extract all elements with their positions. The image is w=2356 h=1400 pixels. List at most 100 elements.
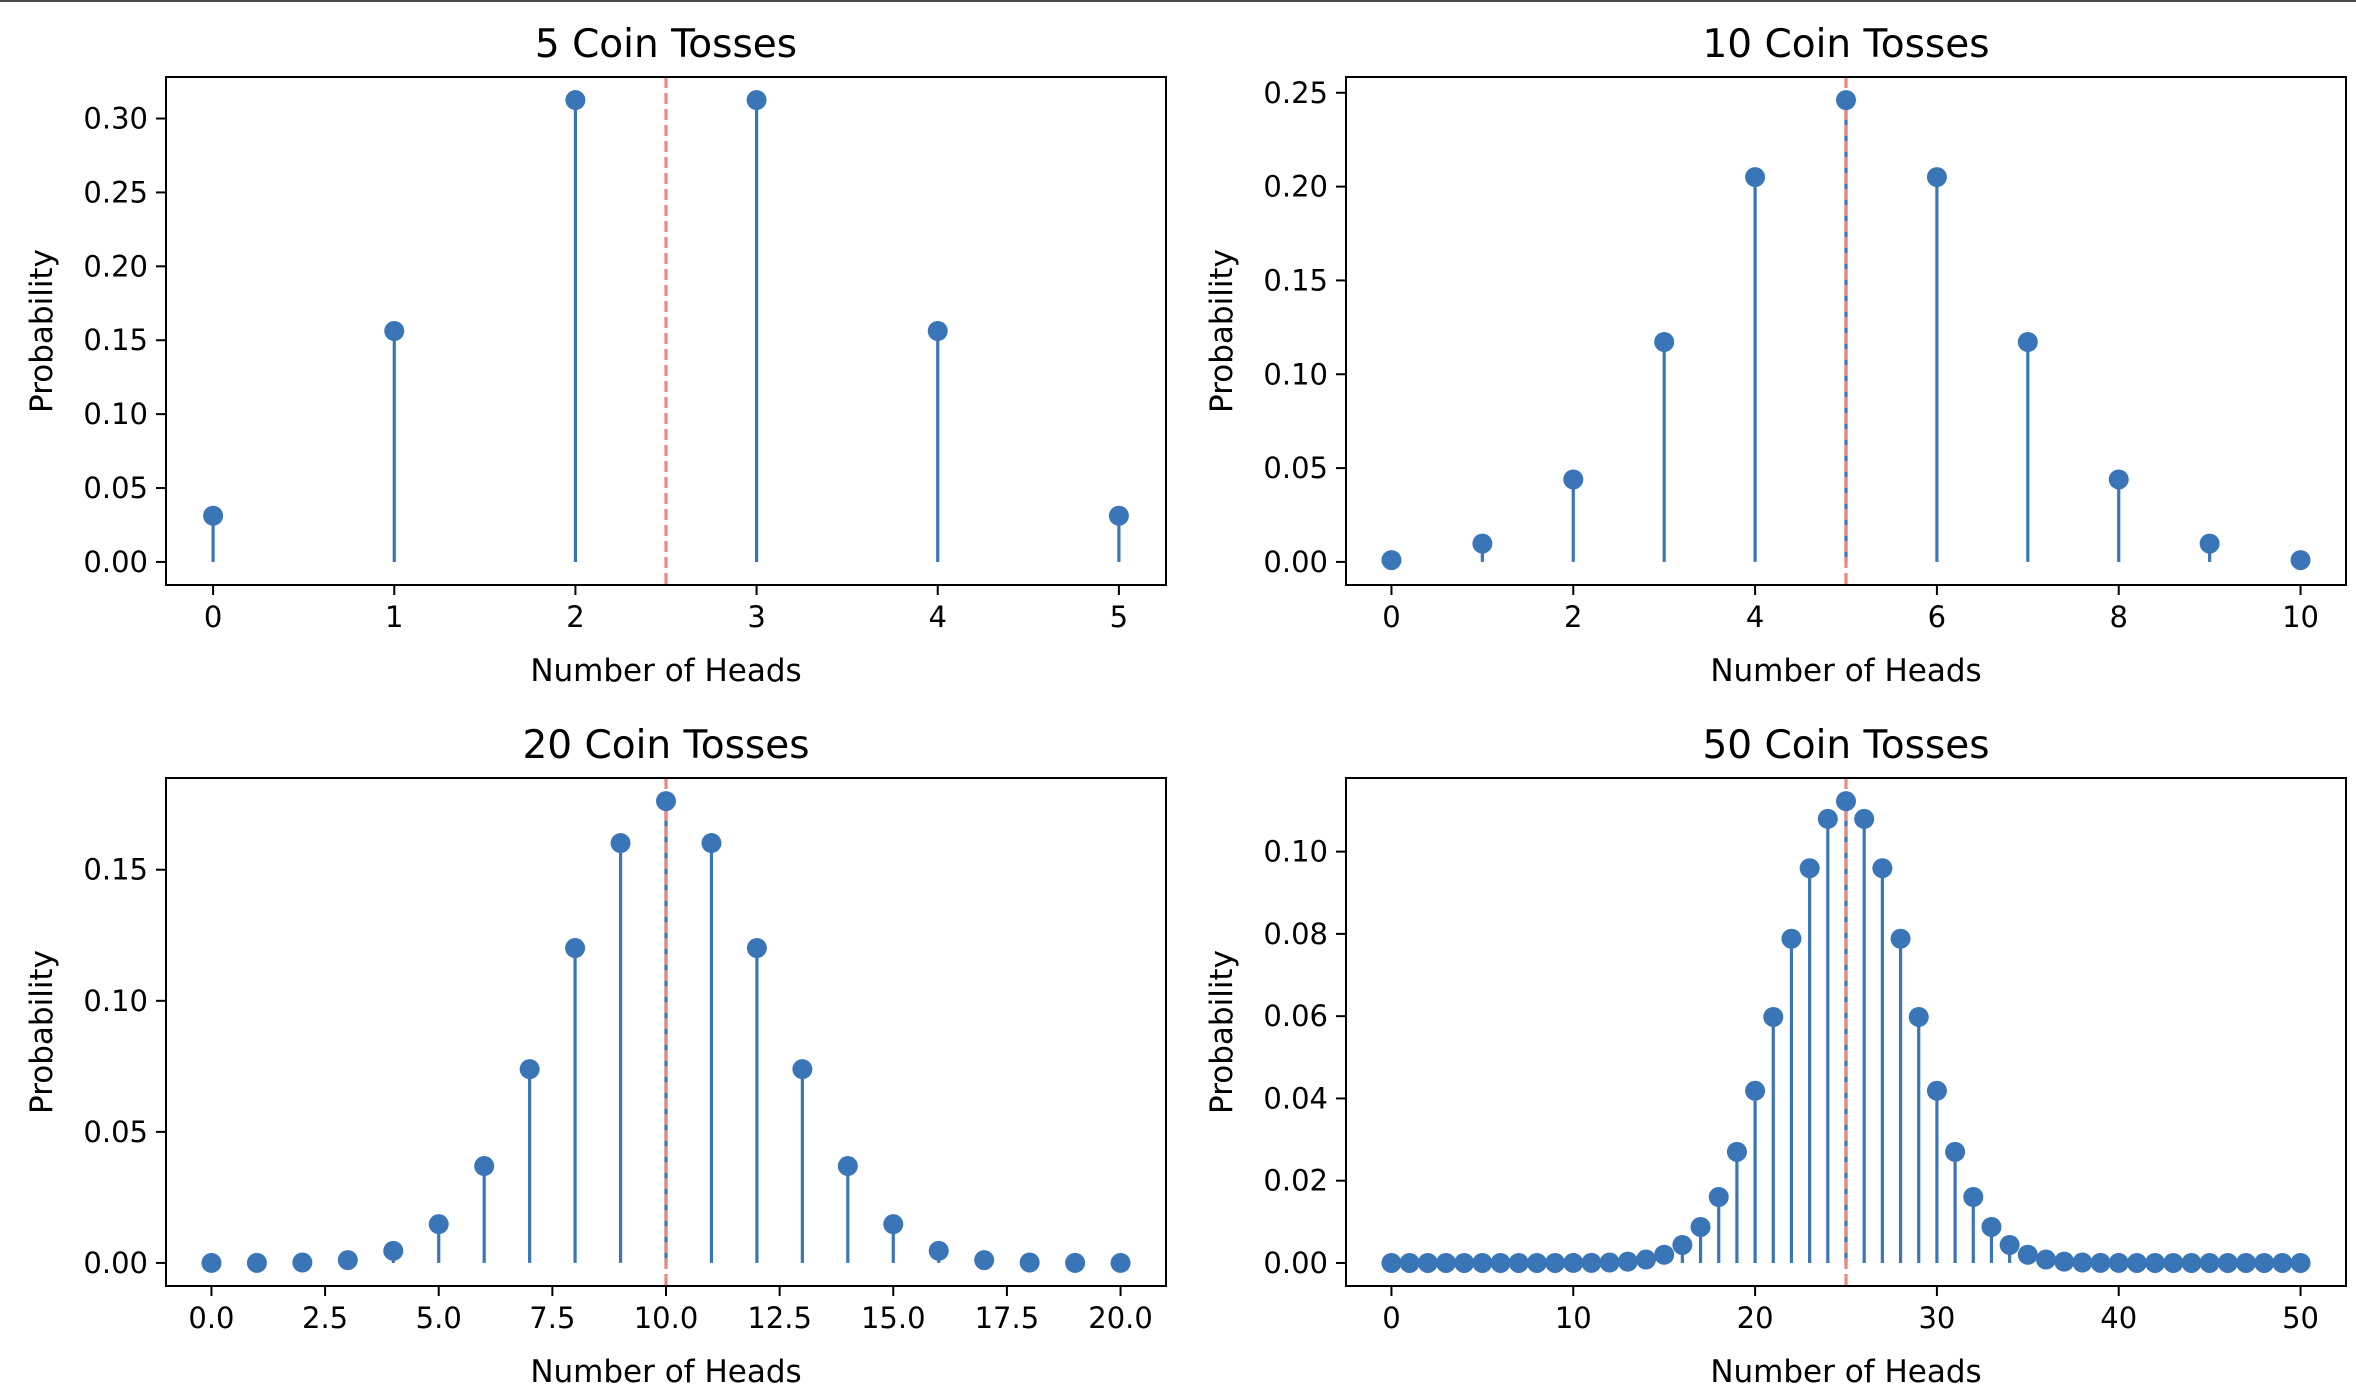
x-axis-label: Number of Heads <box>1710 653 1981 689</box>
stem-marker <box>1690 1216 1711 1237</box>
y-axis-label: Probability <box>24 249 60 413</box>
stem-marker <box>474 1156 495 1177</box>
stem-marker <box>837 1156 858 1177</box>
x-axis-label: Number of Heads <box>530 1354 801 1390</box>
stem-marker <box>1110 1252 1131 1273</box>
stem-marker <box>1745 167 1766 188</box>
x-tick-label: 10 <box>1555 1301 1592 1335</box>
stem-marker <box>974 1250 995 1271</box>
axes-frame <box>165 76 1167 586</box>
stem-marker <box>1672 1234 1693 1255</box>
y-tick-label: 0.25 <box>83 175 148 209</box>
stem-marker <box>1065 1252 1086 1273</box>
x-tick-label: 30 <box>1918 1301 1955 1335</box>
stem-marker <box>1108 505 1129 526</box>
stem-marker <box>1508 1252 1529 1273</box>
x-tick-label: 10 <box>2282 600 2319 634</box>
stem-marker <box>1617 1251 1638 1272</box>
x-tick-label: 4 <box>1746 600 1764 634</box>
stem-marker <box>746 90 767 111</box>
y-tick-label: 0.20 <box>1263 170 1328 204</box>
stem-marker <box>1490 1252 1511 1273</box>
y-tick-label: 0.10 <box>1263 835 1328 869</box>
stem-marker <box>1654 332 1675 353</box>
x-tick-label: 3 <box>747 600 765 634</box>
stem-marker <box>2036 1249 2056 1270</box>
stem-marker <box>1599 1252 1620 1273</box>
stem-marker <box>792 1059 813 1080</box>
x-tick-label: 5.0 <box>416 1301 462 1335</box>
y-tick-label: 0.05 <box>83 471 148 505</box>
x-tick-label: 10.0 <box>634 1301 699 1335</box>
chart-title: 50 Coin Tosses <box>1702 723 1989 768</box>
stem-marker <box>2017 332 2038 353</box>
stem-marker <box>2236 1252 2256 1273</box>
y-tick-label: 0.10 <box>83 984 148 1018</box>
stem-marker <box>1381 550 1402 571</box>
stem-marker <box>2272 1252 2293 1273</box>
subplot-4: 0 10 20 30 40 50 0.00 0.02 0.04 0.06 0.08 0.10 50 Co… <box>1204 723 2347 1390</box>
stem-marker <box>746 938 767 959</box>
x-tick-label: 20 <box>1737 1301 1774 1335</box>
stem-marker <box>2290 550 2311 571</box>
stem-marker <box>2199 1252 2220 1273</box>
stem-marker <box>1745 1080 1766 1101</box>
stem-marker <box>1454 1252 1475 1273</box>
stem-marker <box>201 1252 222 1273</box>
x-tick-label: 20.0 <box>1088 1301 1153 1335</box>
x-tick-label: 40 <box>2100 1301 2137 1335</box>
stem-marker <box>927 321 948 341</box>
y-tick-label: 0.15 <box>83 853 148 887</box>
stem-marker <box>1836 791 1856 812</box>
stem-marker <box>292 1252 313 1273</box>
stem-marker <box>2254 1252 2275 1273</box>
y-tick-label: 0.05 <box>83 1115 148 1149</box>
stem-marker <box>1581 1252 1602 1273</box>
stem-marker <box>2054 1251 2075 1272</box>
stem-marker <box>1926 167 1947 188</box>
y-tick-label: 0.00 <box>83 545 148 579</box>
stem-marker <box>519 1059 540 1080</box>
stem-marker <box>1908 1006 1929 1027</box>
stem-marker <box>1545 1252 1566 1273</box>
stem-marker <box>2108 1252 2129 1273</box>
stem-marker <box>1563 1252 1584 1273</box>
y-axis-label: Probability <box>1204 249 1240 413</box>
stem-marker <box>1981 1216 2002 1237</box>
stem-marker <box>1436 1252 1456 1273</box>
stem-marker <box>246 1252 267 1273</box>
stem-marker <box>1563 469 1584 490</box>
stem-marker <box>1963 1187 1984 1208</box>
stem-marker <box>1836 90 1856 111</box>
stem-marker <box>2072 1252 2093 1273</box>
stem-marker <box>1781 928 1802 949</box>
stem-marker <box>384 321 405 341</box>
stem-marker <box>565 90 586 111</box>
y-tick-label: 0.10 <box>1263 357 1328 391</box>
x-tick-label: 1 <box>385 600 403 634</box>
y-tick-label: 0.10 <box>83 397 148 431</box>
x-tick-label: 2 <box>1564 600 1582 634</box>
x-tick-label: 0 <box>1382 600 1400 634</box>
stem-marker <box>883 1214 904 1235</box>
stem-marker <box>1763 1006 1784 1027</box>
stem-marker <box>2145 1252 2166 1273</box>
stem-marker <box>1945 1141 1966 1162</box>
stem-marker <box>565 938 586 959</box>
stem-marker <box>2017 1244 2038 1265</box>
stem-marker <box>2126 1252 2147 1273</box>
top-border <box>0 0 2356 2</box>
y-tick-label: 0.08 <box>1263 917 1328 951</box>
stem-marker <box>2090 1252 2111 1273</box>
x-tick-label: 5 <box>1110 600 1128 634</box>
y-tick-label: 0.25 <box>1263 76 1328 110</box>
x-axis-label: Number of Heads <box>530 653 801 689</box>
stem-marker <box>1872 858 1893 879</box>
stem-marker <box>428 1214 449 1235</box>
stem-marker <box>1926 1080 1947 1101</box>
stem-marker <box>2108 469 2129 490</box>
stem-marker <box>1417 1252 1438 1273</box>
stem-marker <box>1726 1141 1747 1162</box>
chart-title: 10 Coin Tosses <box>1702 22 1989 67</box>
stem-marker <box>1526 1252 1547 1273</box>
